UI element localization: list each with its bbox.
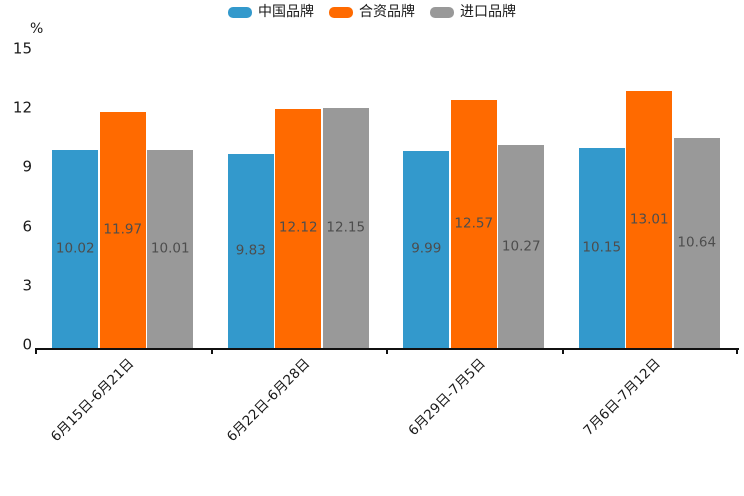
x-axis-tick — [35, 348, 37, 354]
bar-value-label: 10.15 — [582, 239, 622, 256]
bar-value-label: 10.02 — [55, 240, 95, 257]
bar-中国品牌-group3: 9.99 — [403, 150, 450, 348]
bar-合资品牌-group4: 13.01 — [626, 91, 673, 348]
y-axis-tick-label-3: 3 — [22, 276, 32, 295]
bar-进口品牌-group2: 12.15 — [322, 108, 369, 348]
bar-中国品牌-group2: 9.83 — [227, 154, 274, 348]
x-axis-tick — [386, 348, 388, 354]
bar-中国品牌-group4: 10.15 — [578, 147, 625, 348]
bar-value-label: 13.01 — [629, 210, 669, 227]
bar-value-label: 10.64 — [677, 234, 717, 251]
bar-value-label: 12.12 — [278, 219, 318, 236]
y-axis-tick-label-15: 15 — [12, 39, 32, 58]
bar-value-label: 12.57 — [454, 215, 494, 232]
legend-swatch-china-brand — [228, 6, 252, 18]
bar-合资品牌-group1: 11.97 — [99, 111, 146, 348]
bar-value-label: 9.83 — [235, 242, 266, 259]
bar-进口品牌-group4: 10.64 — [673, 138, 720, 348]
y-axis-tick-label-0: 0 — [22, 335, 32, 354]
x-axis-category-label: 6月15日-6月21日 — [48, 355, 138, 445]
bar-value-label: 9.99 — [411, 240, 442, 257]
bar-合资品牌-group3: 12.57 — [450, 99, 497, 348]
y-axis-tick-label-9: 9 — [22, 157, 32, 176]
bar-value-label: 10.01 — [150, 240, 190, 257]
x-axis-tick — [736, 348, 738, 354]
legend-label-import-brand: 进口品牌 — [460, 4, 516, 20]
legend-swatch-import-brand — [430, 6, 454, 18]
y-axis-unit-label: % — [30, 21, 44, 37]
x-axis-category-label: 6月22日-6月28日 — [223, 355, 314, 445]
legend-label-china-brand: 中国品牌 — [258, 4, 314, 20]
x-axis-category-label: 7月6日-7月12日 — [580, 355, 665, 439]
y-axis-tick-label-6: 6 — [22, 217, 32, 236]
legend-swatch-joint-venture-brand — [329, 6, 353, 18]
bar-value-label: 12.15 — [326, 219, 366, 236]
legend-label-joint-venture-brand: 合资品牌 — [359, 4, 415, 20]
legend-item-china-brand[interactable]: 中国品牌 — [228, 5, 314, 19]
bar-value-label: 10.27 — [501, 237, 541, 254]
bar-合资品牌-group2: 12.12 — [275, 108, 322, 348]
x-axis-tick — [561, 348, 564, 354]
legend-item-import-brand[interactable]: 进口品牌 — [430, 5, 516, 19]
legend: 中国品牌 合资品牌 进口品牌 — [0, 5, 744, 19]
y-axis-tick-label-12: 12 — [12, 98, 32, 117]
x-axis-tick — [210, 348, 213, 354]
bar-进口品牌-group1: 10.01 — [147, 150, 194, 348]
legend-item-joint-venture-brand[interactable]: 合资品牌 — [329, 5, 415, 19]
bar-中国品牌-group1: 10.02 — [52, 150, 99, 348]
bar-value-label: 11.97 — [103, 221, 143, 238]
bar-进口品牌-group3: 10.27 — [498, 145, 545, 348]
x-axis-category-label: 6月29日-7月5日 — [405, 355, 489, 439]
